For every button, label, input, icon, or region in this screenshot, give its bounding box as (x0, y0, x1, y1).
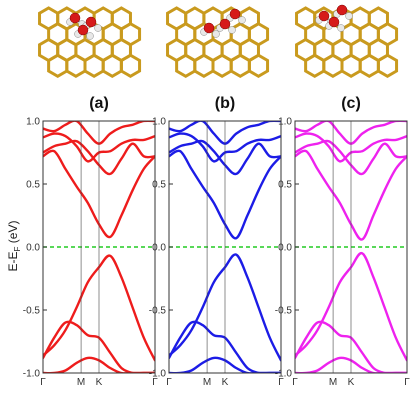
oxygen-atom (318, 10, 330, 22)
molecule-structure-0 (38, 6, 142, 78)
hydrogen-atom (86, 32, 94, 40)
carbon-ring (211, 53, 233, 78)
carbon-ring (247, 53, 270, 78)
x-tick-label: Γ (40, 377, 46, 388)
molecule-images (38, 4, 399, 78)
y-tick-label: 0.0 (278, 243, 292, 254)
hydrogen-atom (228, 26, 236, 34)
carbon-ring (101, 53, 123, 78)
x-tick-label: Γ (278, 377, 284, 388)
x-tick-label: M (329, 377, 337, 388)
x-tick-label: Γ (292, 377, 298, 388)
x-tick-label: M (77, 377, 85, 388)
y-tick-label: 1.0 (152, 117, 166, 128)
oxygen-atom (328, 16, 340, 28)
y-axis-label: E-EF (eV) (6, 221, 22, 272)
band-panels: (a)1.00.50.0-0.5-1.0Γ M K Γ(b)1.00.50.0-0.5… (23, 95, 410, 388)
hydrogen-atom (337, 24, 345, 32)
carbon-ring (304, 53, 326, 78)
carbon-ring (322, 53, 344, 78)
y-tick-label: -0.5 (275, 306, 293, 317)
x-tick-label: K (96, 377, 103, 388)
x-tick-label: Γ (166, 377, 172, 388)
band-panel-1: (b)1.00.50.0-0.5-1.0Γ M K Γ (149, 95, 284, 388)
x-tick-label: K (222, 377, 229, 388)
y-tick-label: 0.0 (152, 243, 166, 254)
carbon-ring (340, 53, 362, 78)
molecule-structure-1 (166, 6, 270, 78)
x-tick-label: Γ (404, 377, 410, 388)
panel-label: (c) (341, 95, 361, 112)
oxygen-atom (219, 18, 231, 30)
panel-label: (b) (215, 95, 235, 112)
y-tick-label: 1.0 (26, 117, 40, 128)
carbon-ring (175, 53, 197, 78)
carbon-ring (376, 53, 399, 78)
y-tick-label: 0.5 (26, 180, 40, 191)
y-tick-label: -0.5 (149, 306, 167, 317)
x-tick-label: M (203, 377, 211, 388)
hydrogen-atom (94, 24, 102, 32)
carbon-ring (229, 53, 251, 78)
oxygen-atom (203, 22, 215, 34)
y-tick-label: 0.5 (278, 180, 292, 191)
carbon-ring (65, 53, 87, 78)
oxygen-atom (336, 4, 348, 16)
y-tick-label: -1.0 (275, 369, 293, 380)
band-panel-2: (c)1.00.50.0-0.5-1.0Γ M K Γ (275, 95, 410, 388)
molecule-structure-2 (295, 4, 399, 78)
panel-label: (a) (89, 95, 109, 112)
y-tick-label: -1.0 (149, 369, 167, 380)
carbon-ring (47, 53, 69, 78)
carbon-ring (83, 53, 105, 78)
y-tick-label: 1.0 (278, 117, 292, 128)
hydrogen-atom (238, 16, 246, 24)
hydrogen-atom (212, 30, 220, 38)
carbon-ring (119, 53, 142, 78)
y-tick-label: -1.0 (23, 369, 41, 380)
hydrogen-atom (345, 12, 353, 20)
y-tick-label: 0.5 (152, 180, 166, 191)
y-tick-label: -0.5 (23, 306, 41, 317)
oxygen-atom (69, 12, 81, 24)
band-panel-0: (a)1.00.50.0-0.5-1.0Γ M K Γ (23, 95, 158, 388)
oxygen-atom (77, 24, 89, 36)
x-tick-label: K (348, 377, 355, 388)
oxygen-atom (85, 16, 97, 28)
x-tick-label: Γ (152, 377, 158, 388)
carbon-ring (193, 53, 215, 78)
oxygen-atom (229, 8, 241, 20)
carbon-ring (358, 53, 380, 78)
y-tick-label: 0.0 (26, 243, 40, 254)
